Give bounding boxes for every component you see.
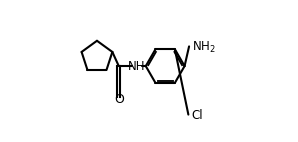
Text: O: O bbox=[114, 93, 124, 106]
Text: NH$_2$: NH$_2$ bbox=[192, 39, 216, 55]
Text: Cl: Cl bbox=[191, 109, 203, 122]
Text: NH: NH bbox=[128, 60, 146, 73]
